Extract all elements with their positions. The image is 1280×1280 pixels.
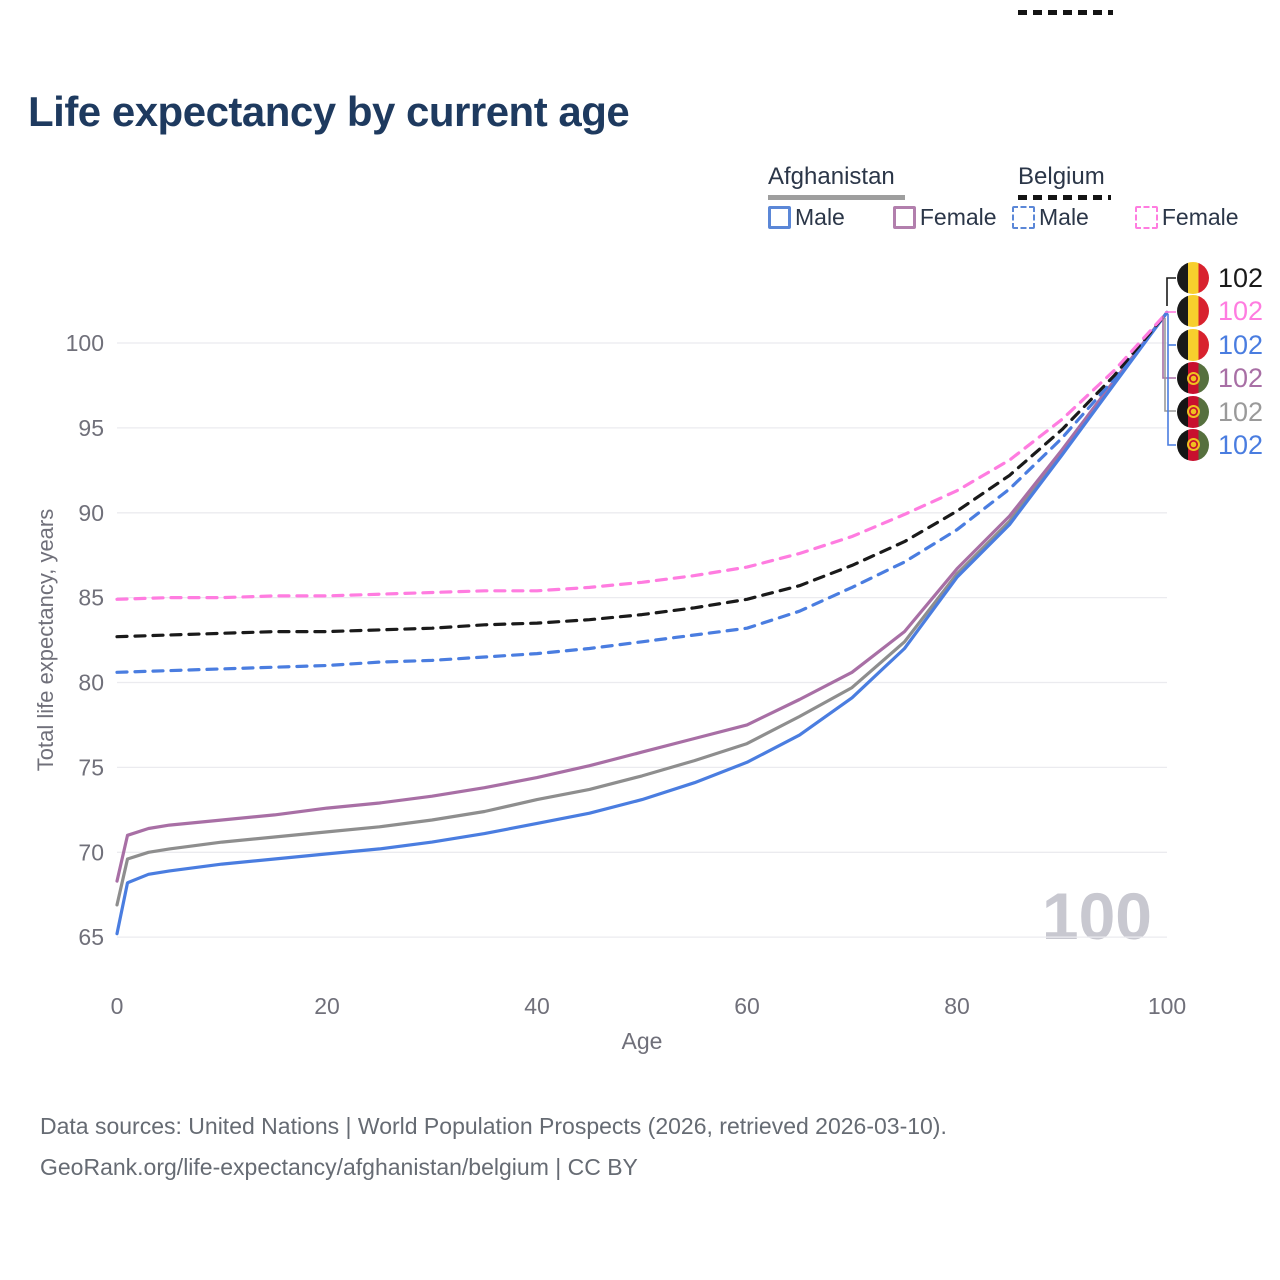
legend-group-afghanistan: Afghanistan Male Female: [768, 163, 997, 230]
legend-label-afghanistan-male[interactable]: Male: [795, 204, 845, 230]
legend-title-afghanistan: Afghanistan: [768, 163, 895, 190]
legend-checkbox-afghanistan-male[interactable]: [768, 206, 791, 229]
x-tick-label: 60: [734, 993, 760, 1019]
end-value: 102: [1218, 263, 1264, 293]
end-label-belgium-female: 102: [1177, 295, 1264, 328]
legend-title-belgium: Belgium: [1018, 163, 1105, 190]
end-label-afghanistan-female: 102: [1177, 362, 1264, 395]
page-title: Life expectancy by current age: [28, 88, 630, 135]
end-label-leader-line: [1162, 316, 1176, 379]
belgium-dashed-line-swatch: [1018, 195, 1111, 200]
belgium-flag-icon: [1177, 295, 1209, 328]
y-tick-label: 65: [78, 924, 104, 950]
x-tick-label: 0: [111, 993, 124, 1019]
end-value: 102: [1218, 296, 1264, 327]
series-afghanistan-male[interactable]: [115, 310, 1169, 936]
y-tick-label: 95: [78, 415, 104, 441]
series-belgium-female[interactable]: [115, 310, 1169, 601]
x-tick-label: 80: [944, 993, 970, 1019]
belgium-flag-icon: [1177, 328, 1209, 361]
x-tick-label: 100: [1148, 993, 1186, 1019]
end-label-leader-line: [1164, 318, 1176, 412]
y-tick-label: 90: [78, 500, 104, 526]
clipped-dashed-line: [1018, 10, 1113, 15]
end-value: 102: [1218, 429, 1264, 460]
x-tick-label: 20: [314, 993, 340, 1019]
data-sources-footer: Data sources: United Nations | World Pop…: [40, 1106, 947, 1188]
end-value: 102: [1218, 363, 1264, 394]
footer-link-line: GeoRank.org/life-expectancy/afghanistan/…: [40, 1154, 638, 1180]
x-tick-label: 40: [524, 993, 550, 1019]
y-tick-label: 100: [66, 330, 104, 356]
series-belgium-combined[interactable]: [115, 310, 1169, 639]
end-label-leader-line: [1166, 277, 1176, 306]
y-tick-label: 75: [78, 754, 104, 780]
legend-group-belgium: Belgium Male Female: [1012, 163, 1239, 230]
y-tick-label: 80: [78, 670, 104, 696]
end-label-belgium-combined: 102: [1177, 262, 1263, 294]
belgium-flag-icon: [1177, 262, 1209, 294]
legend-label-belgium-male[interactable]: Male: [1039, 204, 1089, 230]
series-belgium-male[interactable]: [115, 310, 1169, 674]
afghanistan-flag-icon: [1177, 395, 1209, 428]
legend-label-afghanistan-female[interactable]: Female: [919, 204, 997, 230]
footer-sources-line: Data sources: United Nations | World Pop…: [40, 1113, 947, 1139]
afghanistan-flag-icon: [1177, 428, 1209, 461]
end-value: 102: [1218, 396, 1264, 427]
legend-checkbox-afghanistan-female[interactable]: [892, 206, 916, 229]
end-label-belgium-male: 102: [1177, 328, 1264, 361]
series-afghanistan-combined[interactable]: [115, 310, 1169, 907]
end-value: 102: [1218, 329, 1264, 360]
legend-checkbox-belgium-female[interactable]: [1134, 206, 1158, 229]
y-tick-label: 70: [78, 839, 104, 865]
end-labels: 102 102 102 102 102 102: [1177, 262, 1263, 462]
legend-label-belgium-female[interactable]: Female: [1161, 204, 1239, 230]
end-label-afghanistan-male: 102: [1177, 428, 1264, 461]
legend-checkbox-belgium-male[interactable]: [1012, 206, 1035, 229]
afghanistan-solid-line-swatch: [768, 195, 905, 200]
x-axis-title: Age: [621, 1028, 663, 1054]
afghanistan-flag-icon: [1177, 362, 1209, 395]
end-label-leader-line: [1167, 314, 1176, 446]
series-afghanistan-female[interactable]: [115, 310, 1169, 883]
age-watermark: 100: [1041, 879, 1152, 953]
end-label-afghanistan-combined: 102: [1177, 395, 1264, 428]
y-tick-label: 85: [78, 585, 104, 611]
